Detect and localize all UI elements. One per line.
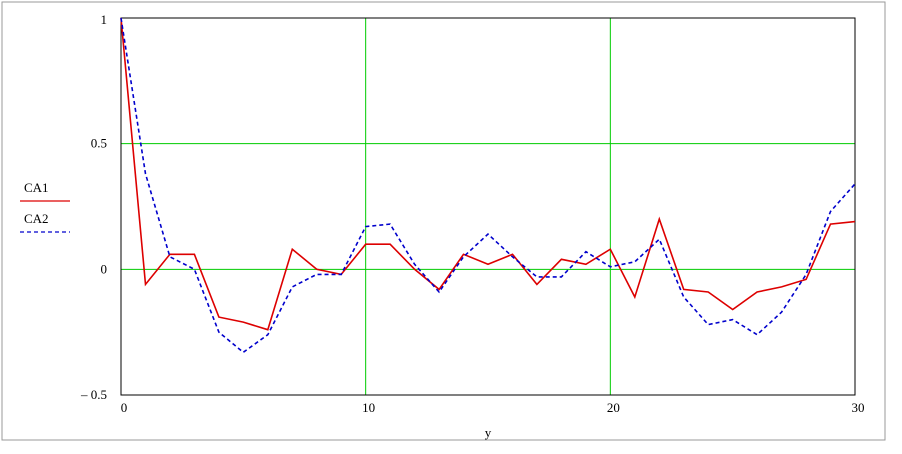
x-tick-labels: 0 10 20 30 — [121, 400, 865, 415]
x-tick-label: 10 — [362, 400, 375, 415]
y-tick-label: – 0.5 — [80, 387, 107, 402]
x-tick-label: 30 — [852, 400, 865, 415]
x-axis-label: y — [485, 425, 492, 440]
plot-area — [120, 17, 856, 396]
y-tick-label: 0 — [101, 261, 108, 276]
series-layer — [120, 17, 856, 354]
y-tick-label: 1 — [101, 12, 108, 27]
y-tick-label: 0.5 — [91, 136, 107, 151]
legend: CA1 CA2 — [20, 180, 70, 233]
chart-region-border — [1, 1, 886, 441]
x-tick-label: 0 — [121, 400, 128, 415]
grid-layer — [121, 18, 855, 395]
series-line-ca1 — [120, 17, 856, 331]
legend-label-ca2: CA2 — [24, 211, 49, 226]
legend-label-ca1: CA1 — [24, 180, 49, 195]
x-tick-label: 20 — [607, 400, 620, 415]
series-line-ca2 — [120, 17, 856, 354]
y-tick-labels: – 0.5 0 0.5 1 — [80, 12, 107, 402]
